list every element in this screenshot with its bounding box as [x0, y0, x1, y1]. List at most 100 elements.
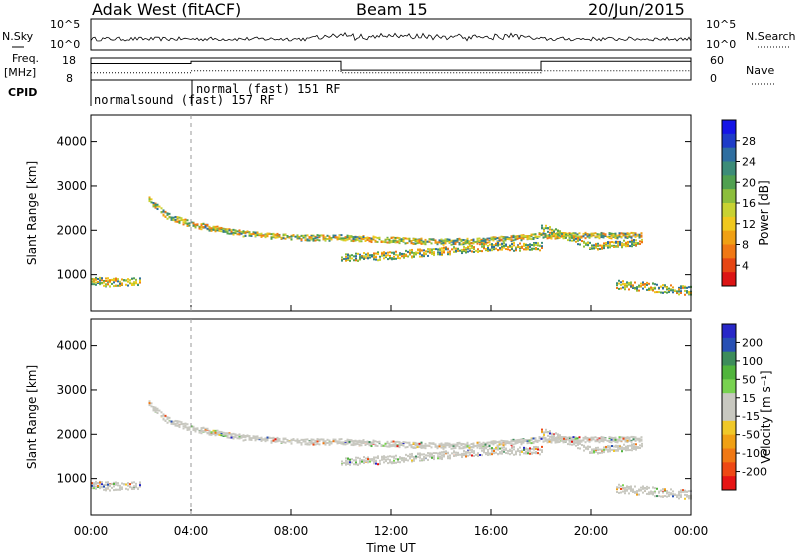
- power-point: [524, 235, 527, 238]
- power-point: [350, 236, 353, 239]
- power-point: [503, 246, 505, 249]
- velocity-point: [568, 437, 571, 440]
- power-point: [517, 244, 519, 247]
- y-tick-label: 3000: [56, 383, 87, 397]
- power-point: [304, 234, 307, 237]
- power-point: [182, 223, 185, 226]
- power-point: [624, 288, 626, 291]
- power-point: [448, 241, 451, 244]
- velocity-point: [99, 487, 101, 490]
- power-point: [611, 241, 613, 244]
- power-point: [419, 252, 421, 255]
- velocity-point: [613, 449, 615, 452]
- velocity-point: [504, 443, 507, 446]
- velocity-point: [361, 460, 363, 463]
- power-point: [573, 238, 575, 241]
- power-point: [103, 280, 105, 283]
- velocity-point: [540, 437, 543, 440]
- power-point: [485, 248, 487, 251]
- power-point: [258, 233, 261, 236]
- velocity-point: [678, 497, 680, 500]
- power-point: [682, 285, 684, 288]
- power-point: [254, 231, 257, 234]
- velocity-point: [507, 452, 509, 455]
- power-point: [551, 229, 553, 232]
- velocity-point: [608, 436, 611, 439]
- power-point: [350, 239, 353, 242]
- power-point: [242, 231, 245, 234]
- power-point: [466, 240, 469, 243]
- velocity-point: [111, 482, 113, 485]
- velocity-point: [402, 443, 405, 446]
- velocity-point: [214, 434, 217, 437]
- power-point: [377, 259, 379, 262]
- power-point: [674, 289, 676, 292]
- power-point: [200, 225, 203, 228]
- power-point: [160, 211, 163, 214]
- velocity-point: [605, 447, 607, 450]
- velocity-point: [668, 495, 670, 498]
- power-point: [182, 221, 185, 224]
- power-point: [135, 282, 137, 285]
- power-point: [214, 225, 217, 228]
- power-point: [322, 238, 325, 241]
- power-point: [609, 243, 611, 246]
- power-point: [363, 252, 365, 255]
- power-point: [648, 282, 650, 285]
- power-point: [101, 282, 103, 285]
- power-point: [497, 248, 499, 251]
- power-point: [590, 233, 593, 236]
- power-point: [584, 233, 587, 236]
- power-point: [316, 236, 319, 239]
- power-point: [553, 230, 555, 233]
- colorbar-tick-label: 28: [742, 135, 756, 148]
- velocity-point: [517, 449, 519, 452]
- velocity-point: [419, 452, 421, 455]
- power-point: [676, 290, 678, 293]
- power-point: [391, 257, 393, 260]
- velocity-point: [322, 440, 325, 443]
- velocity-point: [460, 444, 463, 447]
- power-point: [312, 234, 315, 237]
- power-point: [370, 237, 373, 240]
- power-point: [635, 239, 637, 242]
- colorbar-segment: [722, 420, 736, 436]
- velocity-point: [463, 449, 465, 452]
- velocity-point: [419, 454, 421, 457]
- power-point: [444, 238, 447, 241]
- velocity-point: [404, 441, 407, 444]
- velocity-point: [174, 419, 177, 422]
- velocity-point: [520, 443, 523, 446]
- power-point: [349, 257, 351, 260]
- velocity-point: [397, 458, 399, 461]
- power-point: [113, 281, 115, 284]
- power-point: [374, 239, 377, 242]
- power-point: [620, 281, 622, 284]
- power-point: [347, 257, 349, 260]
- velocity-point: [593, 448, 595, 451]
- velocity-point: [588, 440, 591, 443]
- power-point: [413, 255, 415, 258]
- power-point: [238, 229, 241, 232]
- velocity-point: [326, 438, 329, 441]
- power-point: [103, 284, 105, 287]
- power-point: [602, 232, 605, 235]
- velocity-point: [528, 439, 531, 442]
- power-point: [626, 235, 629, 238]
- power-point: [618, 282, 620, 285]
- velocity-point: [522, 441, 525, 444]
- power-point: [501, 245, 503, 248]
- velocity-point: [117, 488, 119, 491]
- velocity-point: [610, 436, 613, 439]
- velocity-point: [465, 451, 467, 454]
- velocity-point: [340, 441, 343, 444]
- velocity-point: [622, 484, 624, 487]
- power-point: [345, 255, 347, 258]
- velocity-point: [469, 451, 471, 454]
- power-point: [427, 254, 429, 257]
- power-point: [642, 281, 644, 284]
- power-point: [168, 216, 171, 219]
- velocity-point: [394, 444, 397, 447]
- power-point: [530, 234, 533, 237]
- velocity-point: [242, 439, 245, 442]
